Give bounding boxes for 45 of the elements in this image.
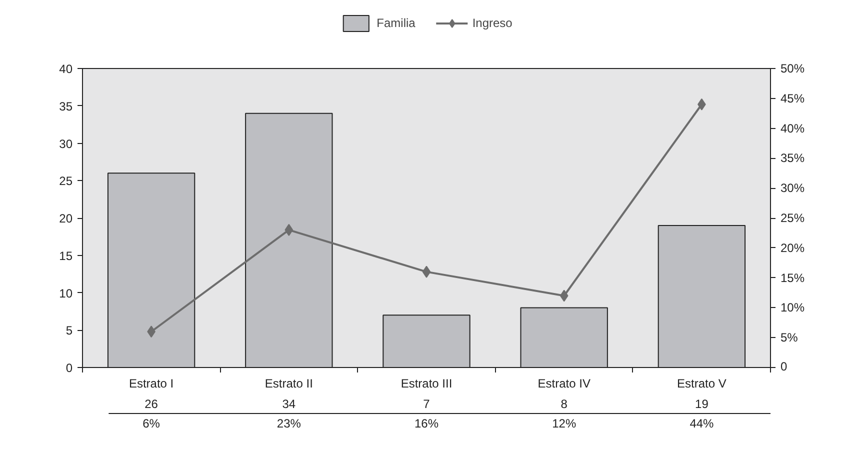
point: [284, 224, 294, 236]
y-tick-label: 0: [66, 361, 73, 375]
x-tick-label: Estrato I: [128, 376, 174, 390]
point: [422, 266, 431, 278]
legend-label: Familia: [376, 16, 416, 30]
y-tick-label: 35: [59, 99, 73, 114]
y2-tick-label: 5%: [780, 330, 798, 345]
y-tick-label: 40: [59, 62, 73, 76]
data-label: 16%: [414, 416, 439, 430]
y2-tick-label: 25%: [780, 211, 805, 225]
y-tick-label: 10: [59, 286, 73, 300]
bar: [245, 112, 333, 368]
y-tick-label: 5: [66, 324, 73, 338]
bar: [382, 314, 470, 368]
x-tick-label: Estrato IV: [538, 376, 590, 390]
y-tick-label: 30: [59, 136, 73, 151]
y2-tick-label: 15%: [780, 270, 805, 285]
y2-tick-label: 0: [780, 360, 788, 374]
x-tick-label: Estrato III: [400, 376, 452, 390]
data-label: 19: [695, 397, 709, 411]
data-label: 12%: [552, 416, 576, 430]
bar: [107, 172, 196, 368]
y2-tick-label: 30%: [780, 181, 805, 196]
x-tick-label: Estrato II: [264, 376, 313, 390]
data-label: 8: [560, 397, 568, 411]
y-tick-label: 20: [59, 212, 73, 226]
y2-tick-label: 10%: [780, 300, 805, 315]
y2-tick-label: 50%: [780, 62, 805, 76]
y2-tick-label: 20%: [780, 240, 805, 255]
y-tick-label: 25: [59, 174, 73, 188]
point: [560, 290, 568, 302]
data-label: 26: [144, 397, 158, 411]
y2-tick-label: 35%: [780, 151, 805, 166]
data-label: 23%: [276, 416, 302, 430]
y2-tick-label: 40%: [780, 121, 805, 136]
y2-tick-label: 45%: [780, 91, 805, 106]
y-tick-label: 15: [59, 248, 73, 263]
data-label: 34: [282, 397, 296, 411]
data-label: 44%: [690, 416, 714, 430]
x-tick-label: Estrato V: [677, 376, 726, 390]
data-label: 7: [423, 397, 430, 411]
bar: [658, 224, 746, 368]
legend-label: Ingreso: [472, 16, 512, 30]
data-label: 6%: [142, 416, 160, 430]
bar: [520, 307, 608, 368]
